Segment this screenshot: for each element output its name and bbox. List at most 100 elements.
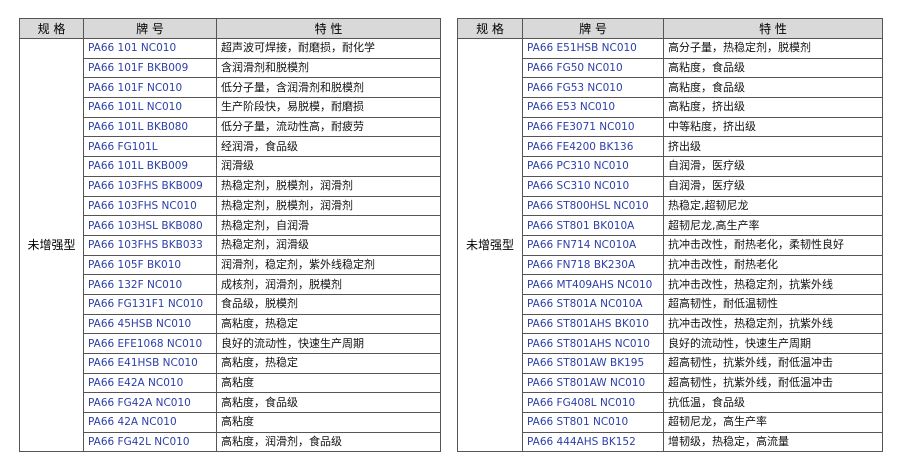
feature-text: 高粘度，食品级 <box>216 392 441 414</box>
grade-code: PA66 101F NC010 <box>83 77 217 99</box>
grade-code: PA66 EFE1068 NC010 <box>83 333 217 354</box>
header-row: 规 格牌 号特 性 <box>19 18 441 39</box>
grade-code: PA66 ST801AHS BK010 <box>522 313 664 335</box>
grade-code: PA66 FG408L NC010 <box>522 392 664 414</box>
feature-text: 超高韧性，抗紫外线，耐低温冲击 <box>663 372 883 394</box>
header-row: 规 格牌 号特 性 <box>457 18 883 39</box>
grade-code: PA66 ST801AW BK195 <box>522 353 664 374</box>
feature-text: 良好的流动性，快速生产周期 <box>663 333 883 354</box>
feature-text: 超韧尼龙，高生产率 <box>663 412 883 433</box>
grade-code: PA66 FN714 NC010A <box>522 234 664 256</box>
header-cell: 特 性 <box>216 18 441 39</box>
grade-code: PA66 132F NC010 <box>83 274 217 295</box>
grade-code: PA66 101L BKB009 <box>83 156 217 177</box>
grade-code: PA66 ST800HSL NC010 <box>522 195 664 217</box>
grade-code: PA66 105F BK010 <box>83 254 217 276</box>
table-row: PA66 ST801 NC010 超韧尼龙，高生产率 <box>458 412 883 433</box>
grade-code: PA66 ST801AW NC010 <box>522 372 664 394</box>
table-row: PA66 FG42L NC010 高粘度，润滑剂，食品级 <box>20 431 441 453</box>
grade-code: PA66 E42A NC010 <box>83 372 217 394</box>
grade-code: PA66 E41HSB NC010 <box>83 353 217 374</box>
grade-code: PA66 103HSL BKB080 <box>83 215 217 236</box>
table-row: PA66 E42A NC010 高粘度 <box>20 372 441 394</box>
table-row: PA66 444AHS BK152 增韧级，热稳定，高流量 <box>458 431 883 453</box>
grade-code: PA66 444AHS BK152 <box>522 431 664 453</box>
grade-code: PA66 101L NC010 <box>83 97 217 118</box>
feature-text: 低分子量，流动性高，耐疲劳 <box>216 116 441 138</box>
feature-text: 超韧尼龙,高生产率 <box>663 215 883 236</box>
feature-text: 高粘度，食品级 <box>663 57 883 79</box>
table-row: PA66 FE4200 BK136 挤出级 <box>458 136 883 158</box>
feature-text: 高粘度 <box>216 372 441 394</box>
feature-text: 抗冲击改性，耐热老化，柔韧性良好 <box>663 234 883 256</box>
grade-code: PA66 FG42A NC010 <box>83 392 217 414</box>
feature-text: 增韧级，热稳定，高流量 <box>663 431 883 453</box>
grade-code: PA66 FG50 NC010 <box>522 57 664 79</box>
header-cell: 牌 号 <box>83 18 217 39</box>
table-row: PA66 E53 NC010 高粘度，挤出级 <box>458 97 883 118</box>
feature-text: 经润滑，食品级 <box>216 136 441 158</box>
feature-text: 润滑级 <box>216 156 441 177</box>
table-row: PA66 FG131F1 NC010 食品级，脱模剂 <box>20 293 441 315</box>
feature-text: 自润滑，医疗级 <box>663 175 883 197</box>
table-row: PA66 ST801AW NC010 超高韧性，抗紫外线，耐低温冲击 <box>458 372 883 394</box>
feature-text: 成核剂，润滑剂，脱模剂 <box>216 274 441 295</box>
grade-code: PA66 FG53 NC010 <box>522 77 664 99</box>
grade-table: 规 格牌 号特 性未增强型 PA66 E51HSB NC010 高分子量，热稳定剂，… <box>457 18 883 453</box>
feature-text: 良好的流动性，快速生产周期 <box>216 333 441 354</box>
feature-text: 食品级，脱模剂 <box>216 293 441 315</box>
header-cell: 规 格 <box>457 18 523 39</box>
table-row: PA66 101L NC010 生产阶段快，易脱模，耐磨损 <box>20 97 441 118</box>
grade-code: PA66 101F BKB009 <box>83 57 217 79</box>
grade-code: PA66 FG131F1 NC010 <box>83 293 217 315</box>
feature-text: 热稳定剂，脱模剂，润滑剂 <box>216 175 441 197</box>
table-row: PA66 FN718 BK230A 抗冲击改性，耐热老化 <box>458 254 883 276</box>
grade-code: PA66 45HSB NC010 <box>83 313 217 335</box>
feature-text: 高粘度，热稳定 <box>216 313 441 335</box>
table-row: PA66 FG408L NC010 抗低温，食品级 <box>458 392 883 414</box>
table-row: 未增强型 PA66 101 NC010 超声波可焊接，耐磨损，耐化学 <box>19 37 441 453</box>
table-row: PA66 103HSL BKB080 热稳定剂，自润滑 <box>20 215 441 236</box>
feature-text: 生产阶段快，易脱模，耐磨损 <box>216 97 441 118</box>
table-row: PA66 ST800HSL NC010 热稳定,超韧尼龙 <box>458 195 883 217</box>
grade-code: PA66 PC310 NC010 <box>522 156 664 177</box>
feature-text: 自润滑，医疗级 <box>663 156 883 177</box>
feature-text: 润滑剂，稳定剂，紫外线稳定剂 <box>216 254 441 276</box>
grade-code: PA66 FE4200 BK136 <box>522 136 664 158</box>
table-row: PA66 ST801 BK010A 超韧尼龙,高生产率 <box>458 215 883 236</box>
spec-cell: 未增强型 <box>19 37 84 453</box>
grade-code: PA66 103FHS BKB033 <box>83 234 217 256</box>
grade-code: PA66 42A NC010 <box>83 412 217 433</box>
feature-text: 热稳定,超韧尼龙 <box>663 195 883 217</box>
table-row: 未增强型 PA66 E51HSB NC010 高分子量，热稳定剂，脱模剂 <box>457 37 883 453</box>
table-row: PA66 45HSB NC010 高粘度，热稳定 <box>20 313 441 335</box>
grade-code: PA66 E51HSB NC010 <box>522 38 664 59</box>
feature-text: 高粘度，食品级 <box>663 77 883 99</box>
feature-text: 高粘度，挤出级 <box>663 97 883 118</box>
feature-text: 超高韧性，耐低温韧性 <box>663 293 883 315</box>
feature-text: 热稳定剂，润滑级 <box>216 234 441 256</box>
header-cell: 特 性 <box>663 18 883 39</box>
grade-code: PA66 E53 NC010 <box>522 97 664 118</box>
table-row: PA66 SC310 NC010 自润滑，医疗级 <box>458 175 883 197</box>
table-row: PA66 101F NC010 低分子量，含润滑剂和脱模剂 <box>20 77 441 99</box>
feature-text: 高粘度 <box>216 412 441 433</box>
table-row: PA66 101L BKB080 低分子量，流动性高，耐疲劳 <box>20 116 441 138</box>
feature-text: 抗冲击改性，热稳定剂，抗紫外线 <box>663 313 883 335</box>
table-row: PA66 103FHS BKB009 热稳定剂，脱模剂，润滑剂 <box>20 175 441 197</box>
grade-code: PA66 ST801AHS NC010 <box>522 333 664 354</box>
grade-code: PA66 FN718 BK230A <box>522 254 664 276</box>
feature-text: 高分子量，热稳定剂，脱模剂 <box>663 38 883 59</box>
header-cell: 牌 号 <box>522 18 664 39</box>
grade-table: 规 格牌 号特 性未增强型 PA66 101 NC010 超声波可焊接，耐磨损，耐化… <box>19 18 441 453</box>
table-row: PA66 42A NC010 高粘度 <box>20 412 441 433</box>
feature-text: 挤出级 <box>663 136 883 158</box>
feature-text: 高粘度，润滑剂，食品级 <box>216 431 441 453</box>
grade-code: PA66 MT409AHS NC010 <box>522 274 664 295</box>
table-row: PA66 E41HSB NC010 高粘度，热稳定 <box>20 353 441 374</box>
feature-text: 超高韧性，抗紫外线，耐低温冲击 <box>663 353 883 374</box>
feature-text: 抗低温，食品级 <box>663 392 883 414</box>
grade-code: PA66 103FHS NC010 <box>83 195 217 217</box>
spec-cell: 未增强型 <box>457 37 523 453</box>
